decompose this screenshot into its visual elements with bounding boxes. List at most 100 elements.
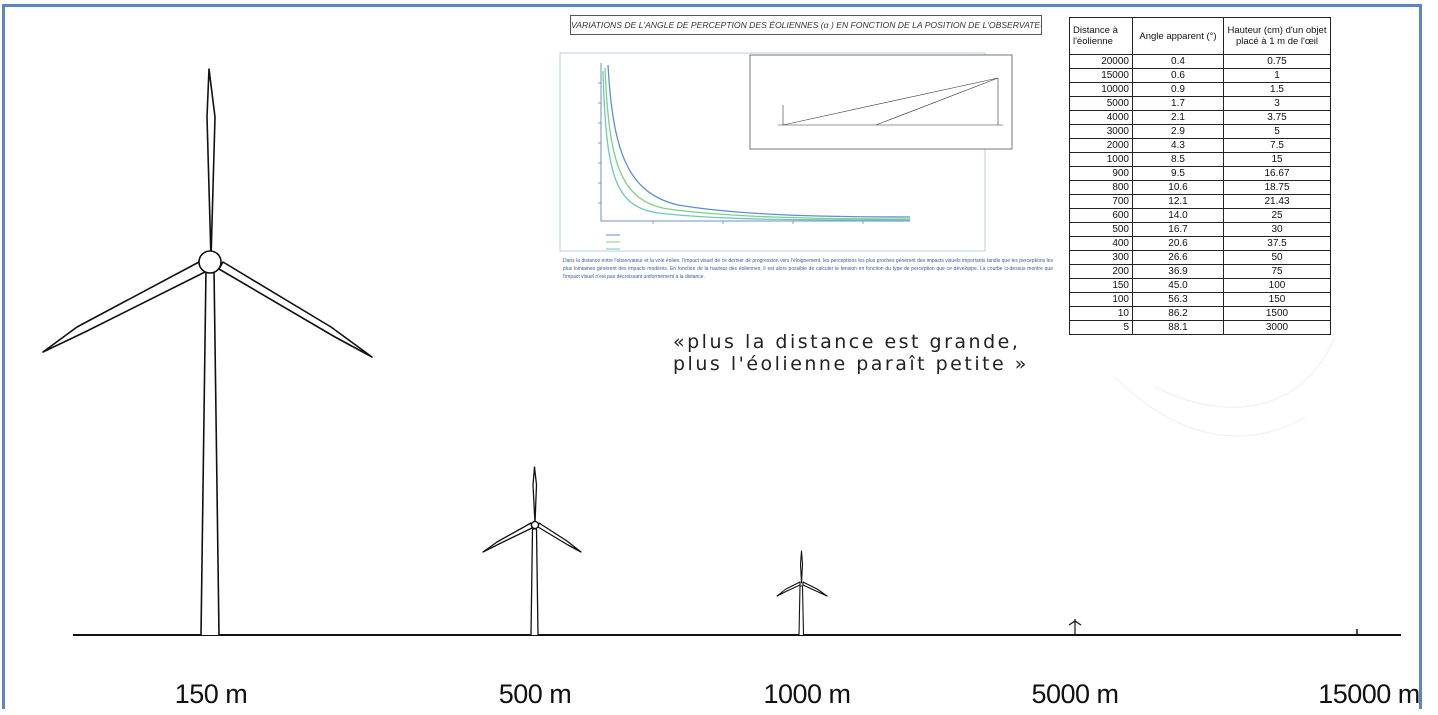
distance-label-1000m: 1000 m [763, 679, 850, 709]
table-row: 4000 2.1 3.75 [1070, 111, 1331, 125]
table-row: 500 16.7 30 [1070, 223, 1331, 237]
cell-distance: 150 [1070, 279, 1133, 293]
column-header-height: Hauteur (cm) d'un objet placé à 1 m de l… [1224, 18, 1331, 55]
wind-turbine-5000m [1069, 619, 1081, 635]
distance-label-150m: 150 m [175, 679, 248, 709]
cell-angle: 88.1 [1133, 321, 1224, 335]
cell-angle: 0.4 [1133, 55, 1224, 69]
table-row: 200 36.9 75 [1070, 265, 1331, 279]
illustration-frame: 150 m 500 m 1000 m 5000 m 15000 m VARIAT… [2, 4, 1422, 709]
cell-angle: 1.7 [1133, 97, 1224, 111]
cell-height: 3.75 [1224, 111, 1331, 125]
cell-angle: 12.1 [1133, 195, 1224, 209]
cell-angle: 8.5 [1133, 153, 1224, 167]
cell-angle: 0.9 [1133, 83, 1224, 97]
cell-angle: 2.1 [1133, 111, 1224, 125]
column-header-distance: Distance à l'éolienne [1070, 18, 1133, 55]
cell-height: 25 [1224, 209, 1331, 223]
cell-angle: 26.6 [1133, 251, 1224, 265]
table-row: 400 20.6 37.5 [1070, 237, 1331, 251]
cell-angle: 2.9 [1133, 125, 1224, 139]
table-row: 10000 0.9 1.5 [1070, 83, 1331, 97]
cell-height: 18.75 [1224, 181, 1331, 195]
cell-height: 1 [1224, 69, 1331, 83]
cell-height: 3 [1224, 97, 1331, 111]
cell-height: 15 [1224, 153, 1331, 167]
perception-graph [558, 43, 1063, 283]
table-header-row: Distance à l'éolienne Angle apparent (°)… [1070, 18, 1331, 55]
cell-distance: 800 [1070, 181, 1133, 195]
cell-distance: 300 [1070, 251, 1133, 265]
cell-distance: 10000 [1070, 83, 1133, 97]
turbine-blade [777, 582, 800, 596]
cell-angle: 45.0 [1133, 279, 1224, 293]
tagline-line-1: «plus la distance est grande, [673, 331, 1013, 353]
cell-distance: 600 [1070, 209, 1133, 223]
cell-angle: 16.7 [1133, 223, 1224, 237]
turbine-hub [532, 522, 539, 529]
figure-title: VARIATIONS DE L'ANGLE DE PERCEPTION DES … [570, 15, 1042, 35]
turbine-tower [799, 586, 804, 635]
cell-height: 5 [1224, 125, 1331, 139]
column-header-angle: Angle apparent (°) [1133, 18, 1224, 55]
table-row: 300 26.6 50 [1070, 251, 1331, 265]
table-row: 5000 1.7 3 [1070, 97, 1331, 111]
cell-angle: 10.6 [1133, 181, 1224, 195]
table-body: 20000 0.4 0.75 15000 0.6 1 10000 0.9 1.5 5000 1.7 3… [1070, 55, 1331, 335]
turbine-tower [531, 529, 538, 635]
table-row: 2000 4.3 7.5 [1070, 139, 1331, 153]
cell-distance: 400 [1070, 237, 1133, 251]
turbine-blade [803, 582, 827, 596]
turbine-blade [219, 262, 372, 357]
table-row: 600 14.0 25 [1070, 209, 1331, 223]
cell-height: 30 [1224, 223, 1331, 237]
cell-height: 7.5 [1224, 139, 1331, 153]
cell-distance: 700 [1070, 195, 1133, 209]
cell-distance: 100 [1070, 293, 1133, 307]
cell-height: 75 [1224, 265, 1331, 279]
cell-distance: 200 [1070, 265, 1133, 279]
turbine-blade [533, 467, 537, 523]
table-row: 20000 0.4 0.75 [1070, 55, 1331, 69]
cell-distance: 10 [1070, 307, 1133, 321]
distance-label-15000m: 15000 m [1318, 679, 1420, 709]
turbine-hub [199, 251, 221, 273]
wind-turbine-500m [483, 467, 581, 635]
distance-label-500m: 500 m [499, 679, 572, 709]
cell-angle: 4.3 [1133, 139, 1224, 153]
cell-angle: 9.5 [1133, 167, 1224, 181]
angle-table: Distance à l'éolienne Angle apparent (°)… [1069, 17, 1331, 335]
cell-angle: 56.3 [1133, 293, 1224, 307]
cell-height: 1500 [1224, 307, 1331, 321]
table-row: 5 88.1 3000 [1070, 321, 1331, 335]
cell-height: 50 [1224, 251, 1331, 265]
figure-caption: Dans la distance entre l'observateur et … [563, 257, 1053, 281]
turbine-blade [483, 523, 532, 552]
cell-distance: 20000 [1070, 55, 1133, 69]
table-row: 15000 0.6 1 [1070, 69, 1331, 83]
cell-distance: 3000 [1070, 125, 1133, 139]
cell-distance: 15000 [1070, 69, 1133, 83]
cell-height: 3000 [1224, 321, 1331, 335]
turbine-blade [538, 523, 581, 552]
cell-height: 16.67 [1224, 167, 1331, 181]
cell-distance: 900 [1070, 167, 1133, 181]
table-row: 100 56.3 150 [1070, 293, 1331, 307]
table-row: 1000 8.5 15 [1070, 153, 1331, 167]
cell-height: 150 [1224, 293, 1331, 307]
cell-distance: 2000 [1070, 139, 1133, 153]
cell-distance: 1000 [1070, 153, 1133, 167]
cell-angle: 14.0 [1133, 209, 1224, 223]
turbine-tower [201, 269, 219, 635]
table-row: 700 12.1 21.43 [1070, 195, 1331, 209]
cell-height: 37.5 [1224, 237, 1331, 251]
cell-height: 100 [1224, 279, 1331, 293]
distance-label-5000m: 5000 m [1031, 679, 1118, 709]
turbine-blade [43, 262, 205, 352]
tagline-line-2: plus l'éolienne paraît petite » [673, 353, 1013, 375]
cell-angle: 36.9 [1133, 265, 1224, 279]
table-row: 800 10.6 18.75 [1070, 181, 1331, 195]
wind-turbine-150m [43, 69, 372, 635]
table-row: 900 9.5 16.67 [1070, 167, 1331, 181]
cell-distance: 4000 [1070, 111, 1133, 125]
